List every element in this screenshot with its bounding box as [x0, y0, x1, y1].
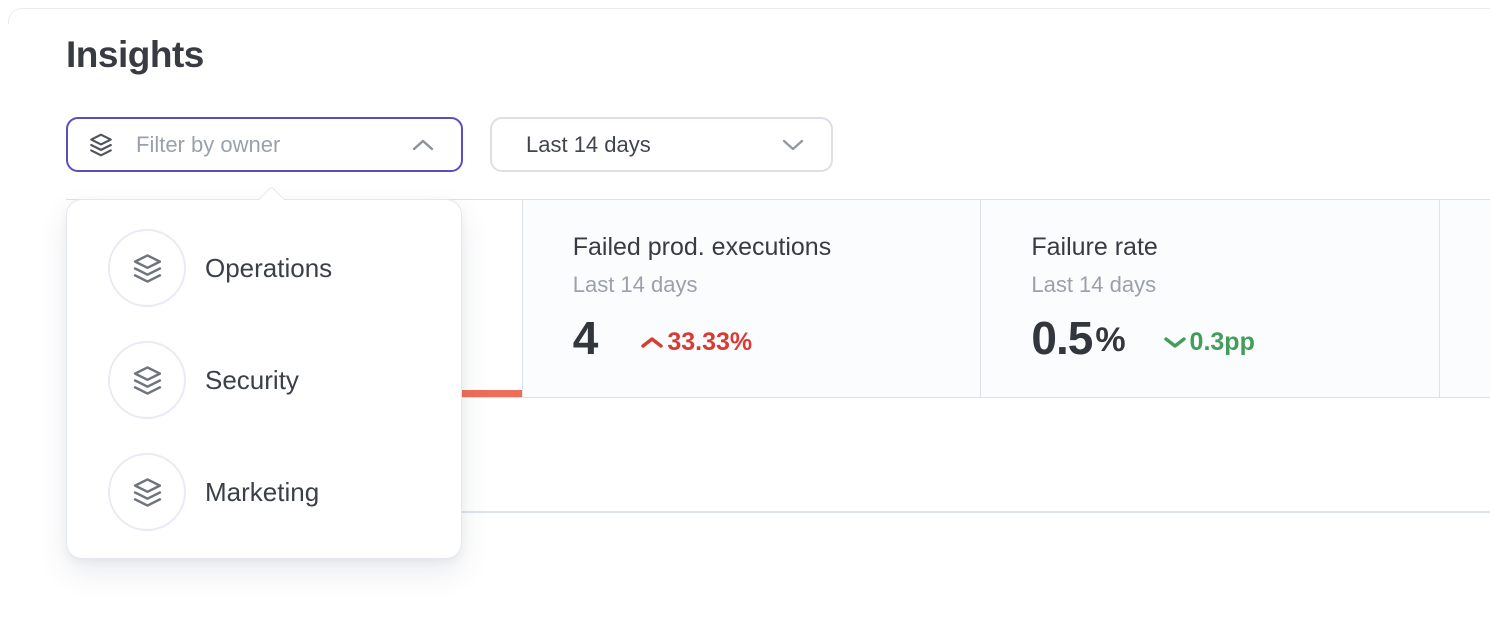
popover-notch: [258, 186, 285, 213]
project-avatar: [108, 453, 186, 531]
owner-filter-select[interactable]: Filter by owner: [66, 117, 463, 172]
metric-trend: 33.33%: [639, 328, 752, 357]
metric-card-failure-rate[interactable]: Failure rate Last 14 days 0.5 % 0.3pp: [981, 200, 1440, 397]
project-avatar: [108, 341, 186, 419]
trend-value: 33.33%: [667, 327, 753, 356]
dropdown-item-marketing[interactable]: Marketing: [67, 436, 461, 548]
metric-title: Failed prod. executions: [572, 233, 832, 261]
trend-value: 0.3pp: [1189, 327, 1255, 356]
dropdown-item-security[interactable]: Security: [67, 324, 461, 436]
metric-unit: %: [1095, 321, 1126, 359]
chevron-down-icon: [779, 137, 807, 153]
metric-title: Failure rate: [1031, 233, 1158, 261]
period-select-value: Last 14 days: [526, 131, 651, 157]
period-select[interactable]: Last 14 days: [490, 117, 833, 172]
metric-subtitle: Last 14 days: [572, 272, 698, 297]
project-avatar: [108, 229, 186, 307]
content-frame-edge: [8, 8, 1490, 24]
metric-card-failed-prod-executions[interactable]: Failed prod. executions Last 14 days 4 3…: [522, 200, 982, 397]
chevron-up-icon: [409, 137, 437, 153]
trend-down-icon: [1163, 337, 1186, 348]
metric-subtitle: Last 14 days: [1031, 272, 1157, 297]
dropdown-item-label: Operations: [205, 252, 333, 283]
section-divider: [66, 511, 1490, 513]
page-title: Insights: [66, 34, 204, 75]
layers-icon: [133, 365, 161, 395]
dropdown-item-label: Security: [205, 364, 299, 395]
trend-up-icon: [641, 337, 664, 348]
metric-value: 0.5: [1031, 312, 1093, 364]
owner-dropdown-popover: Operations Security Marketing: [66, 186, 462, 559]
metric-card-partial[interactable]: [1440, 200, 1490, 397]
layers-icon: [88, 132, 114, 158]
dropdown-item-operations[interactable]: Operations: [67, 212, 461, 324]
layers-icon: [133, 253, 161, 283]
metric-value: 4: [572, 312, 599, 364]
metric-trend: 0.3pp: [1162, 328, 1255, 357]
layers-icon: [133, 477, 161, 507]
dropdown-item-label: Marketing: [205, 476, 320, 507]
owner-filter-placeholder: Filter by owner: [136, 131, 281, 157]
